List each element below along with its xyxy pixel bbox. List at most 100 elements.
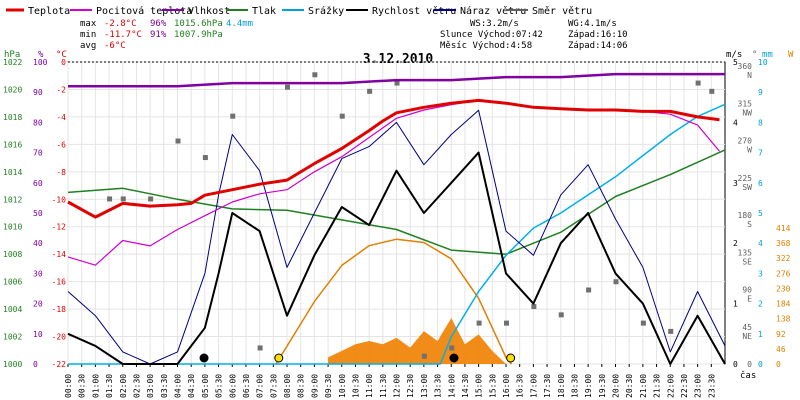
temp-tick-label: -8 <box>56 168 66 177</box>
dir-tick-label: 0 <box>747 360 752 369</box>
pct-tick-label: 80 <box>33 118 43 127</box>
w-tick-label: 138 <box>776 315 791 324</box>
mm-tick-label: 3 <box>758 269 763 278</box>
w-tick-label: 322 <box>776 254 791 263</box>
mm-tick-label: 6 <box>758 179 763 188</box>
stat-min-temp: -11.7°C <box>104 30 142 40</box>
dir-tick-label: 45 <box>742 323 752 332</box>
wind-direction-point <box>449 345 455 351</box>
wind-direction-point <box>586 287 592 293</box>
time-tick-label: 09:30 <box>324 374 333 398</box>
wind-direction-point <box>668 328 674 334</box>
time-tick-label: 05:00 <box>201 374 210 398</box>
time-tick-label: 11:30 <box>379 374 388 398</box>
wind-direction-point <box>285 84 290 90</box>
time-tick-label: 14:00 <box>447 374 456 398</box>
temp-tick-label: -16 <box>52 278 67 287</box>
time-tick-label: 15:00 <box>475 374 484 398</box>
pct-tick-label: 20 <box>33 300 43 309</box>
temp-tick-label: -2 <box>56 85 66 94</box>
hpa-tick-label: 1018 <box>3 113 22 122</box>
pct-tick-label: 10 <box>33 330 43 339</box>
time-tick-label: 05:30 <box>215 374 224 398</box>
legend-label-vlhkost: Vlhkost <box>188 6 230 17</box>
temp-tick-label: -22 <box>52 360 67 369</box>
legend-label-naraz: Náraz větru <box>460 5 526 17</box>
time-tick-label: 08:30 <box>297 374 306 398</box>
moonset-marker <box>449 353 459 363</box>
legend: Teplota Pocitová teplota Vlhkost Tlak Sr… <box>6 5 592 17</box>
ms-tick-label: 0 <box>733 360 738 369</box>
w-tick-label: 230 <box>776 284 791 293</box>
stat-sun: Slunce Východ:07:42 <box>440 30 543 40</box>
time-tick-label: 21:00 <box>639 374 648 398</box>
time-tick-label: 19:30 <box>598 374 607 398</box>
pct-tick-label: 90 <box>33 88 43 97</box>
dir-tick-label: 315 <box>738 99 753 108</box>
mm-tick-label: 1 <box>758 330 763 339</box>
w-tick-label: 46 <box>776 345 786 354</box>
dir-axis-label: ° <box>752 50 757 60</box>
time-tick-label: 06:30 <box>242 374 251 398</box>
pct-axis-label: % <box>38 50 44 60</box>
time-tick-label: 10:30 <box>351 374 360 398</box>
time-tick-label: 07:00 <box>256 374 265 398</box>
dir-tick-label: 90 <box>742 286 752 295</box>
dir-name-label: W <box>747 146 752 155</box>
time-tick-label: 02:30 <box>132 374 141 398</box>
wind-direction-point <box>339 113 345 119</box>
temp-tick-label: -14 <box>52 250 67 259</box>
time-tick-label: 10:00 <box>338 374 347 398</box>
stat-max-temp: -2.8°C <box>104 19 137 29</box>
ms-tick-label: 2 <box>733 239 738 248</box>
stat-max-hum: 96% <box>150 19 167 29</box>
temp-tick-label: -20 <box>52 333 67 342</box>
pct-tick-label: 30 <box>33 269 43 278</box>
time-tick-label: 03:00 <box>146 374 155 398</box>
wind-direction-point <box>175 138 181 144</box>
pct-tick-label: 0 <box>33 360 38 369</box>
stat-ws: WS:3.2m/s <box>470 19 519 29</box>
hpa-tick-label: 1008 <box>3 250 22 259</box>
time-tick-label: 02:00 <box>119 374 128 398</box>
mm-tick-label: 7 <box>758 149 763 158</box>
time-tick-label: 01:00 <box>91 374 100 398</box>
mm-tick-label: 4 <box>758 239 763 248</box>
stat-rain: 4.4mm <box>226 19 253 29</box>
time-tick-label: 13:30 <box>434 374 443 398</box>
stat-min-label: min <box>80 30 96 40</box>
wind-direction-point <box>695 80 701 86</box>
ms-tick-label: 5 <box>733 58 738 67</box>
time-tick-label: 00:00 <box>64 374 73 398</box>
wind-direction-point <box>367 88 373 94</box>
stat-max-label: max <box>80 19 97 29</box>
stat-moon-set: Západ:14:06 <box>568 41 628 51</box>
mm-tick-label: 9 <box>758 88 763 97</box>
time-tick-label: 21:30 <box>653 374 662 398</box>
pct-tick-label: 50 <box>33 209 43 218</box>
temp-tick-label: -10 <box>52 195 67 204</box>
dir-tick-label: 180 <box>738 211 753 220</box>
stat-max-press: 1015.6hPa <box>174 19 223 29</box>
dir-name-label: SE <box>742 257 752 266</box>
time-tick-label: 13:00 <box>420 374 429 398</box>
temp-tick-label: 0 <box>61 58 66 67</box>
mm-tick-label: 0 <box>758 360 763 369</box>
wind-direction-point <box>558 312 564 318</box>
pct-tick-label: 60 <box>33 179 43 188</box>
dir-name-label: NE <box>742 332 752 341</box>
hpa-tick-label: 1014 <box>3 168 22 177</box>
stat-wg: WG:4.1m/s <box>568 19 617 29</box>
hpa-tick-label: 1020 <box>3 85 22 94</box>
time-tick-label: 04:00 <box>174 374 183 398</box>
time-tick-label: 14:30 <box>461 374 470 398</box>
time-tick-label: 17:30 <box>543 374 552 398</box>
time-tick-label: 19:00 <box>584 374 593 398</box>
dir-name-label: NW <box>742 108 752 117</box>
wind-direction-point <box>504 320 509 326</box>
pct-tick-label: 70 <box>33 149 43 158</box>
time-axis-label: čas <box>740 370 756 381</box>
temp-axis-label: °C <box>56 50 67 60</box>
legend-label-tlak: Tlak <box>252 6 276 17</box>
wind-direction-point <box>476 320 482 326</box>
